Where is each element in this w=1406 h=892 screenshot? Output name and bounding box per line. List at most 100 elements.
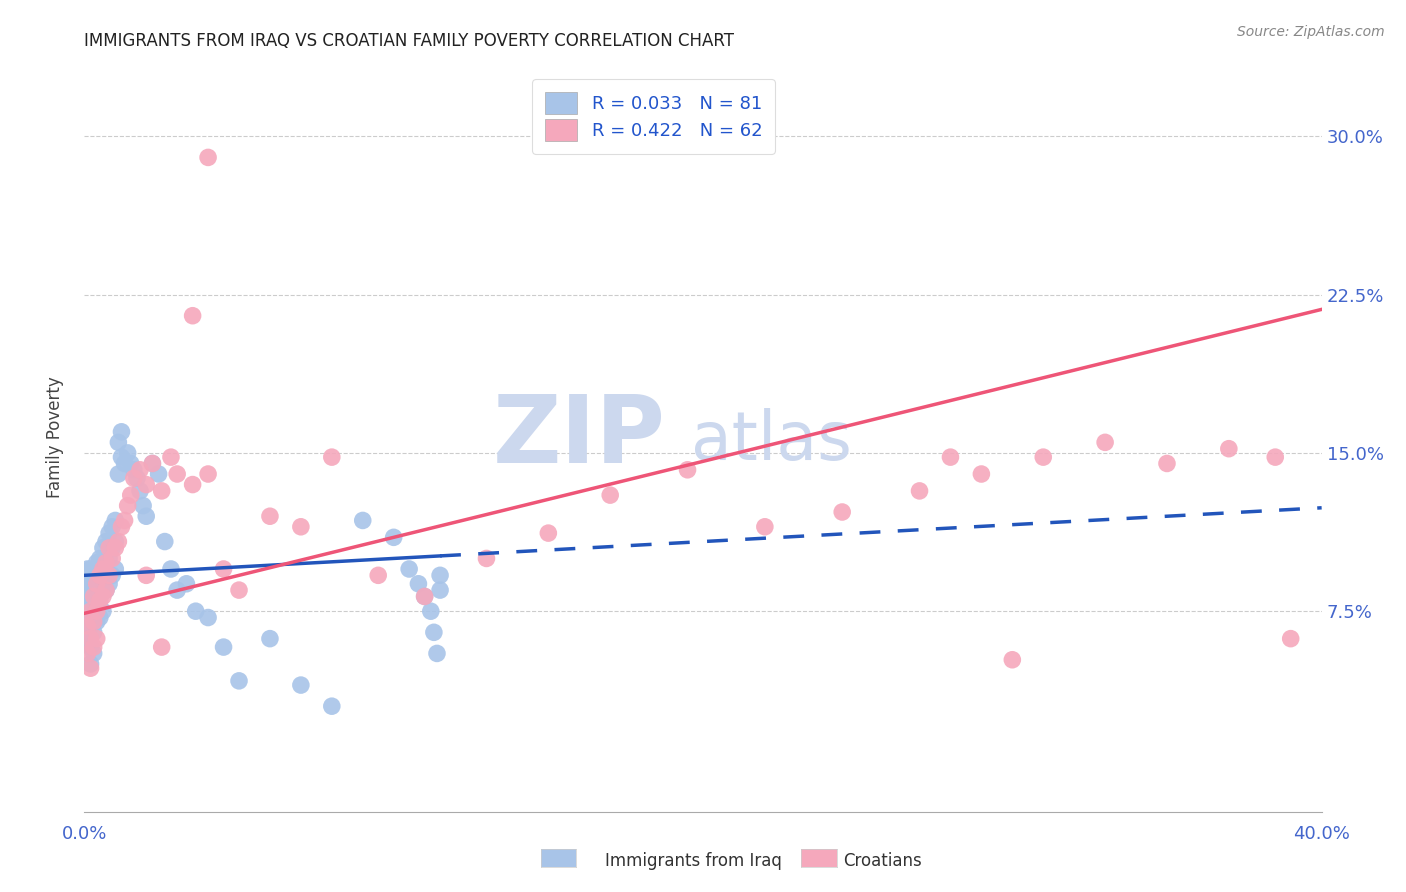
Point bbox=[141, 457, 163, 471]
Point bbox=[129, 463, 152, 477]
Point bbox=[79, 576, 101, 591]
Point bbox=[475, 551, 498, 566]
Point bbox=[398, 562, 420, 576]
Point bbox=[599, 488, 621, 502]
Point bbox=[107, 435, 129, 450]
Point bbox=[89, 568, 111, 582]
Point bbox=[86, 604, 108, 618]
Point bbox=[197, 467, 219, 481]
Point bbox=[101, 541, 124, 555]
Point bbox=[413, 590, 436, 604]
Point bbox=[176, 576, 198, 591]
Point bbox=[1264, 450, 1286, 464]
Point bbox=[212, 640, 235, 654]
Point bbox=[101, 568, 124, 582]
Point bbox=[83, 640, 105, 654]
Point bbox=[91, 604, 114, 618]
Point bbox=[89, 593, 111, 607]
Point bbox=[86, 632, 108, 646]
Point bbox=[83, 590, 105, 604]
Point bbox=[1001, 653, 1024, 667]
Point bbox=[1094, 435, 1116, 450]
Point bbox=[290, 678, 312, 692]
Point bbox=[91, 541, 114, 555]
Point bbox=[228, 673, 250, 688]
Point bbox=[83, 615, 105, 629]
Point bbox=[94, 583, 117, 598]
Point bbox=[181, 477, 204, 491]
Point bbox=[89, 551, 111, 566]
Point bbox=[1032, 450, 1054, 464]
Point bbox=[91, 562, 114, 576]
Point bbox=[83, 625, 105, 640]
Point bbox=[970, 467, 993, 481]
Point bbox=[107, 467, 129, 481]
Point bbox=[166, 467, 188, 481]
Point bbox=[104, 534, 127, 549]
Point bbox=[160, 450, 183, 464]
Point bbox=[94, 583, 117, 598]
Point bbox=[76, 625, 98, 640]
Point bbox=[132, 499, 155, 513]
Point bbox=[423, 625, 446, 640]
Point bbox=[76, 619, 98, 633]
Legend: R = 0.033   N = 81, R = 0.422   N = 62: R = 0.033 N = 81, R = 0.422 N = 62 bbox=[531, 79, 775, 153]
Point bbox=[141, 457, 163, 471]
Point bbox=[101, 520, 124, 534]
Point bbox=[114, 513, 136, 527]
Point bbox=[259, 509, 281, 524]
Point bbox=[83, 598, 105, 612]
Point bbox=[135, 509, 157, 524]
Y-axis label: Family Poverty: Family Poverty bbox=[45, 376, 63, 498]
Point bbox=[153, 534, 176, 549]
Point bbox=[1279, 632, 1302, 646]
Point bbox=[89, 610, 111, 624]
Point bbox=[86, 615, 108, 629]
Point bbox=[429, 568, 451, 582]
Point bbox=[94, 556, 117, 570]
Point bbox=[117, 499, 139, 513]
Point bbox=[135, 477, 157, 491]
Point bbox=[76, 615, 98, 629]
Point bbox=[352, 513, 374, 527]
Point bbox=[79, 604, 101, 618]
Point bbox=[429, 583, 451, 598]
Point bbox=[110, 520, 132, 534]
Point bbox=[76, 573, 98, 587]
Point bbox=[382, 530, 405, 544]
Point bbox=[76, 636, 98, 650]
Point bbox=[321, 450, 343, 464]
Point bbox=[125, 471, 148, 485]
Point bbox=[79, 657, 101, 671]
Point bbox=[94, 534, 117, 549]
Point bbox=[89, 590, 111, 604]
Point bbox=[104, 513, 127, 527]
Point bbox=[197, 610, 219, 624]
Point bbox=[91, 590, 114, 604]
Point bbox=[122, 471, 145, 485]
Point bbox=[150, 483, 173, 498]
Point bbox=[110, 425, 132, 439]
Point bbox=[754, 520, 776, 534]
Point bbox=[166, 583, 188, 598]
Point bbox=[86, 556, 108, 570]
Point bbox=[79, 640, 101, 654]
Point bbox=[98, 551, 121, 566]
Text: Croatians: Croatians bbox=[844, 852, 922, 870]
Point bbox=[1218, 442, 1240, 456]
Point bbox=[321, 699, 343, 714]
Point bbox=[120, 457, 142, 471]
Point bbox=[419, 604, 441, 618]
Point bbox=[413, 590, 436, 604]
Point bbox=[76, 598, 98, 612]
Point bbox=[408, 576, 430, 591]
Point bbox=[76, 590, 98, 604]
Point bbox=[129, 483, 152, 498]
Point bbox=[148, 467, 170, 481]
Point bbox=[114, 457, 136, 471]
Text: Immigrants from Iraq: Immigrants from Iraq bbox=[605, 852, 782, 870]
Point bbox=[86, 598, 108, 612]
Point bbox=[908, 483, 931, 498]
Point bbox=[98, 526, 121, 541]
Point bbox=[76, 647, 98, 661]
